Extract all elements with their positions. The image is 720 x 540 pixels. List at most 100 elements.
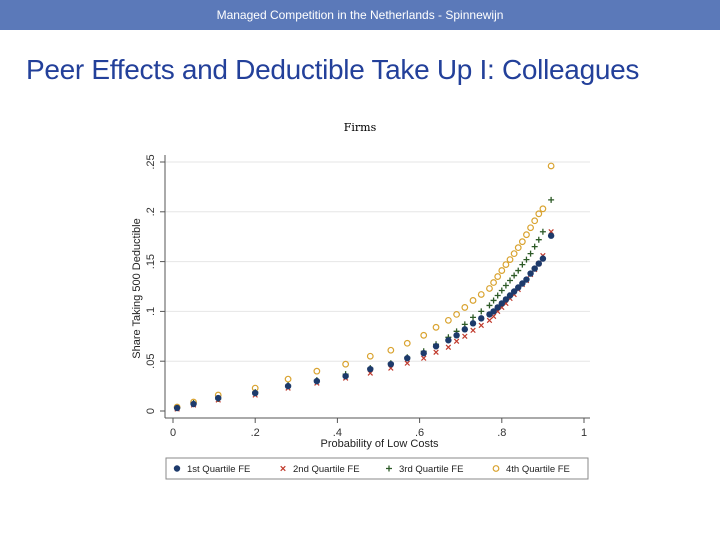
series-4-point [284,375,292,383]
series-1-point [387,360,395,368]
series-4-point [506,256,514,264]
series-1-point [547,232,555,239]
series-2-point [420,355,427,361]
series-4-point [420,331,428,339]
series-3-point [494,292,501,299]
series-1-point [531,265,538,272]
x-axis-label: Probability of Low Costs [321,438,439,450]
series-1-point [519,280,526,287]
header-text: Managed Competition in the Netherlands -… [216,8,504,22]
series-3-point-stroke [490,297,497,304]
x-tick-label: 1 [581,427,587,439]
y-tick-label: .1 [145,307,157,316]
series-1-point [215,394,222,402]
series-3-point-stroke [507,277,514,284]
series-1-point [252,389,259,397]
series-3-point [519,261,526,268]
series-4-point [313,367,321,375]
legend-marker-2 [280,465,286,472]
x-tick-label: .8 [497,427,506,439]
series-4-point [494,273,502,280]
series-3-point [515,267,522,274]
legend-marker-3 [386,465,392,472]
series-1-point [432,343,440,350]
series-3-point-stroke [535,236,542,243]
series-1-point [506,292,514,299]
series-4-point [510,250,518,258]
series-3-point [490,297,497,304]
series-1-point [367,365,374,373]
y-tick-label: .15 [145,254,157,269]
y-tick-label: .2 [145,207,157,216]
legend-box [165,457,589,480]
series-3-point-stroke [531,243,538,250]
series-4-point [523,231,530,239]
x-tick-label: .6 [415,427,424,439]
series-1-point [494,304,501,311]
series-2-point-stroke [433,349,439,355]
series-3-point [511,272,518,279]
y-tick-label: .05 [145,354,157,369]
legend-marker-4 [492,465,500,472]
series-1-point [461,326,469,333]
series-4-point [527,224,534,232]
legend-label-3: 3rd Quartile FE [399,464,463,475]
series-4-point [387,346,395,354]
series-4-point [502,261,510,268]
series-2-point [478,322,484,329]
series-3-point-stroke [470,314,477,321]
series-3-point-stroke [527,250,534,257]
series-4-point [486,285,493,292]
series-2-point-stroke [478,322,484,329]
series-1-point [515,284,522,291]
series-4-point [518,238,526,246]
series-1-point [478,315,485,322]
legend-label-4: 4th Quartile FE [506,464,570,475]
series-2-point [462,333,468,340]
plot-area [165,155,590,418]
series-1-point [313,377,321,385]
series-2-point-stroke [404,360,410,366]
series-3-point-stroke [519,261,526,268]
series-3-point [507,277,514,284]
series-4-point [444,316,452,324]
series-3-point [535,236,542,243]
series-3-point [470,314,477,321]
series-3-point-stroke [539,228,546,235]
series-3-point [478,308,485,315]
series-4-point [366,352,374,360]
x-tick-label: 0 [170,427,176,439]
series-1-point [404,355,411,362]
series-3-point [548,196,555,203]
series-3-point-stroke [494,292,501,299]
series-3-point-stroke [548,196,555,203]
series-1-point [420,350,427,357]
series-1-point [523,276,530,283]
series-3-point [523,256,530,263]
x-tick-label: .2 [251,427,260,439]
series-3-point-stroke [478,308,485,315]
series-1-point [342,372,349,380]
legend-label-1: 1st Quartile FE [187,464,250,475]
series-3-point-stroke [502,282,509,289]
series-2-point [453,338,460,345]
series-1-point [539,255,547,262]
legend-marker-1 [173,465,181,472]
series-1-point [284,382,292,390]
series-1-point [190,400,197,408]
series-4-point [403,339,411,347]
series-1-point [527,270,534,277]
series-4-point [477,291,485,298]
series-2-point-stroke [420,355,427,361]
y-tick-label: 0 [145,408,157,414]
series-1-point [502,296,510,303]
series-1-point [453,332,460,339]
series-4-point [535,210,543,218]
legend-marker-2-stroke [280,465,286,472]
series-1-point [498,300,505,307]
series-4-point [461,304,469,311]
legend-label-2: 2nd Quartile FE [293,464,360,475]
series-3-point [486,302,493,309]
series-4-point [490,279,497,286]
